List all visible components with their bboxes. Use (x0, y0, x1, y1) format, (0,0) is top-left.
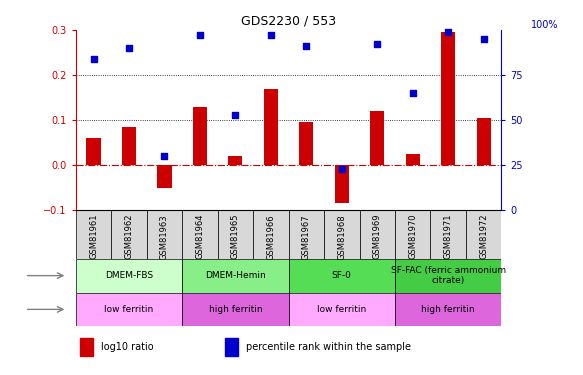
Bar (86, 138, 101, 165)
Text: high ferritin: high ferritin (422, 305, 475, 314)
Text: DMEM-FBS: DMEM-FBS (105, 271, 153, 280)
Text: GSM81965: GSM81965 (231, 214, 240, 260)
Text: log10 ratio: log10 ratio (101, 342, 154, 352)
Bar (395, 292, 501, 326)
Text: percentile rank within the sample: percentile rank within the sample (246, 342, 411, 352)
Bar (324, 210, 360, 259)
Bar (466, 210, 501, 259)
Point (160, 153, 169, 159)
Bar (299, 122, 314, 165)
Text: GSM81968: GSM81968 (338, 214, 346, 260)
Bar (264, 88, 278, 165)
Text: GSM81963: GSM81963 (160, 214, 169, 260)
Bar (80, 338, 93, 356)
Point (444, 29, 453, 35)
Point (337, 166, 346, 172)
Bar (395, 210, 430, 259)
Bar (289, 259, 395, 292)
Bar (335, 165, 349, 203)
Point (89, 56, 98, 62)
Bar (395, 259, 501, 292)
Point (124, 45, 134, 51)
Point (373, 41, 382, 47)
Text: high ferritin: high ferritin (209, 305, 262, 314)
Bar (289, 210, 324, 259)
Bar (193, 106, 207, 165)
Bar (430, 210, 466, 259)
Bar (182, 210, 217, 259)
Text: SF-0: SF-0 (332, 271, 352, 280)
Text: GSM81972: GSM81972 (479, 214, 488, 260)
Bar (224, 338, 237, 356)
Text: GSM81966: GSM81966 (266, 214, 275, 260)
Bar (182, 292, 289, 326)
Text: low ferritin: low ferritin (104, 305, 153, 314)
Point (195, 32, 205, 38)
Bar (76, 259, 182, 292)
Text: SF-FAC (ferric ammonium
citrate): SF-FAC (ferric ammonium citrate) (391, 266, 505, 285)
Bar (289, 292, 395, 326)
Text: GSM81970: GSM81970 (408, 214, 417, 260)
Bar (441, 32, 455, 165)
Bar (122, 127, 136, 165)
Bar (229, 156, 243, 165)
Text: GSM81969: GSM81969 (373, 214, 382, 260)
Text: DMEM-Hemin: DMEM-Hemin (205, 271, 266, 280)
Point (479, 36, 489, 42)
Text: low ferritin: low ferritin (317, 305, 366, 314)
Bar (406, 154, 420, 165)
Bar (253, 210, 289, 259)
Point (231, 112, 240, 118)
Text: GSM81962: GSM81962 (125, 214, 134, 260)
Text: GSM81967: GSM81967 (302, 214, 311, 260)
Bar (370, 111, 384, 165)
Bar (360, 210, 395, 259)
Title: GDS2230 / 553: GDS2230 / 553 (241, 15, 336, 27)
Text: GSM81964: GSM81964 (195, 214, 205, 260)
Point (408, 90, 417, 96)
Point (301, 43, 311, 49)
Bar (111, 210, 147, 259)
Bar (217, 210, 253, 259)
Bar (476, 118, 491, 165)
Bar (76, 210, 111, 259)
Bar (147, 210, 182, 259)
Text: GSM81961: GSM81961 (89, 214, 98, 260)
Point (266, 32, 276, 38)
Text: 100%: 100% (531, 20, 559, 30)
Bar (76, 292, 182, 326)
Bar (182, 259, 289, 292)
Bar (157, 165, 171, 188)
Text: GSM81971: GSM81971 (444, 214, 452, 260)
